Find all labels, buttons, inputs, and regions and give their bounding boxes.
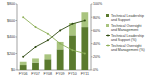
x-tick-label: FY07 <box>31 72 40 76</box>
legend-swatch <box>106 35 110 36</box>
legend-swatch <box>106 45 110 46</box>
y-tick-label: $0 <box>11 68 15 72</box>
bar <box>81 12 88 27</box>
line-marker <box>84 20 86 22</box>
chart: $0 $200 $400 $600 $800 0% 20% 40% 60% 80% 100% FY06… <box>0 0 152 80</box>
y-tick-label: $800 <box>7 2 15 6</box>
y2-tick-label: 40% <box>93 42 101 46</box>
x-tick-label: FY06 <box>19 72 28 76</box>
line-marker <box>59 43 61 45</box>
legend-label-line: and Management <box>111 28 138 32</box>
x-tick-label: FY10 <box>68 72 77 76</box>
y2-tick-label: 100% <box>93 2 103 6</box>
legend-label-line: and Management (%) <box>111 48 145 52</box>
x-tick-label: FY11 <box>81 72 89 76</box>
legend-label: Technical Leadershipand Support <box>111 14 144 22</box>
line-marker <box>35 46 37 48</box>
legend-label-line: and Support (%) <box>111 38 137 42</box>
line-marker <box>35 26 37 28</box>
legend-label: Technical Leadershipand Support (%) <box>111 34 144 42</box>
line-marker <box>59 29 61 31</box>
legend-label-line: and Support <box>111 18 130 22</box>
bar <box>57 42 64 49</box>
y2-tick-label: 80% <box>93 16 101 20</box>
line-marker <box>22 56 24 58</box>
line-marker <box>22 16 24 18</box>
bar <box>44 54 51 59</box>
bar <box>20 65 27 70</box>
y-axis <box>17 4 18 70</box>
bar <box>32 63 39 70</box>
y-tick-label: $400 <box>7 35 15 39</box>
bar <box>20 62 27 65</box>
bar <box>57 49 64 70</box>
x-tick-label: FY09 <box>56 72 65 76</box>
line <box>23 17 85 53</box>
legend-swatch <box>106 14 109 17</box>
y-tick-label: $200 <box>7 52 15 56</box>
y2-tick-label: 60% <box>93 29 101 33</box>
legend-label: Technical Oversightand Management (%) <box>111 44 145 52</box>
y2-tick-label: 0% <box>93 68 99 72</box>
legend-label: Technical Oversightand Management <box>111 24 142 32</box>
legend: Technical Leadershipand Support Technical… <box>106 14 145 52</box>
bar <box>69 35 76 70</box>
line-marker <box>72 23 74 25</box>
line-marker <box>72 49 74 51</box>
line-marker <box>47 39 49 41</box>
legend-swatch <box>106 24 109 27</box>
y2-tick-label: 20% <box>93 55 101 59</box>
x-tick-label: FY08 <box>44 72 53 76</box>
line-marker <box>47 33 49 35</box>
x-axis <box>17 70 91 71</box>
bar <box>32 58 39 62</box>
legend-swatch <box>107 35 109 37</box>
bar <box>44 59 51 70</box>
y2-axis <box>91 4 92 70</box>
legend-swatch <box>107 45 109 47</box>
plot-area <box>20 12 88 70</box>
y-tick-label: $600 <box>7 19 15 23</box>
bar <box>81 27 88 70</box>
line-marker <box>84 53 86 55</box>
